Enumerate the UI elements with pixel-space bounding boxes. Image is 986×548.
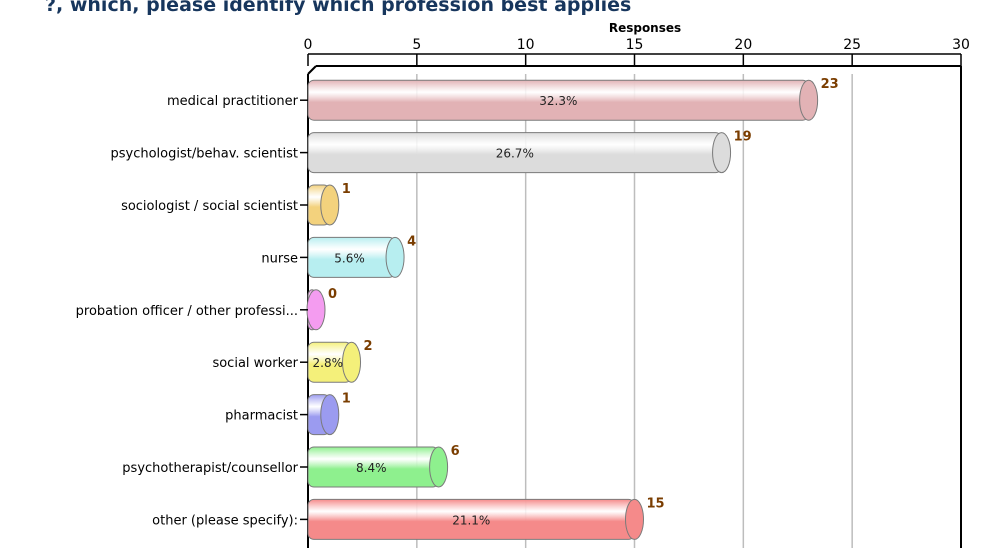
bar-cap: [342, 341, 362, 383]
category-label: other (please specify):: [152, 513, 298, 528]
value-label: 23: [821, 77, 839, 92]
bar-cap: [320, 394, 340, 436]
bar-cap: [625, 498, 644, 540]
value-label: 1: [342, 182, 351, 197]
bar-cap: [385, 236, 405, 278]
bar-cap: [320, 184, 340, 226]
x-tick-label: 15: [626, 37, 644, 53]
frame-corner-line: [307, 65, 317, 75]
x-tick-label: 10: [517, 37, 535, 53]
value-label: 6: [451, 444, 460, 459]
x-axis-title: Responses: [609, 21, 681, 35]
bar-cap: [712, 132, 732, 174]
value-label: 19: [734, 130, 752, 145]
value-label: 4: [407, 234, 416, 249]
value-label: 1: [342, 392, 351, 407]
category-label: social worker: [212, 356, 298, 371]
category-label: probation officer / other professi...: [76, 304, 298, 319]
category-label: nurse: [261, 251, 298, 266]
value-label: 15: [647, 496, 665, 511]
percent-label: 21.1%: [452, 513, 490, 527]
percent-label: 26.7%: [496, 147, 534, 161]
category-label: pharmacist: [225, 409, 298, 424]
category-label: sociologist / social scientist: [121, 199, 298, 214]
x-tick-label: 30: [952, 37, 970, 53]
percent-label: 32.3%: [539, 94, 577, 108]
bar-cap: [306, 289, 326, 331]
x-axis-ticks: 0 5 10 15 20 25 30: [304, 37, 970, 66]
category-label: psychologist/behav. scientist: [111, 147, 299, 162]
bars: 23 32.3% 19 26.7% 1 4 5.6% 0 2 2.8% 1 6 8.4% 15 21.1%: [306, 77, 839, 540]
bar-cap: [429, 446, 449, 488]
value-label: 0: [328, 287, 337, 302]
x-tick-label: 5: [412, 37, 421, 53]
x-tick-label: 20: [734, 37, 752, 53]
percent-label: 5.6%: [334, 251, 365, 265]
percent-label: 2.8%: [313, 356, 344, 370]
bar-cap: [799, 79, 819, 121]
category-label: psychotherapist/counsellor: [122, 461, 298, 476]
x-tick-label: 25: [843, 37, 861, 53]
chart-title: ?, which, please identify which professi…: [45, 0, 631, 16]
x-tick-label: 0: [304, 37, 313, 53]
category-labels: medical practitioner psychologist/behav. …: [76, 94, 308, 528]
value-label: 2: [364, 339, 373, 354]
category-label: medical practitioner: [167, 94, 299, 109]
percent-label: 8.4%: [356, 461, 387, 475]
